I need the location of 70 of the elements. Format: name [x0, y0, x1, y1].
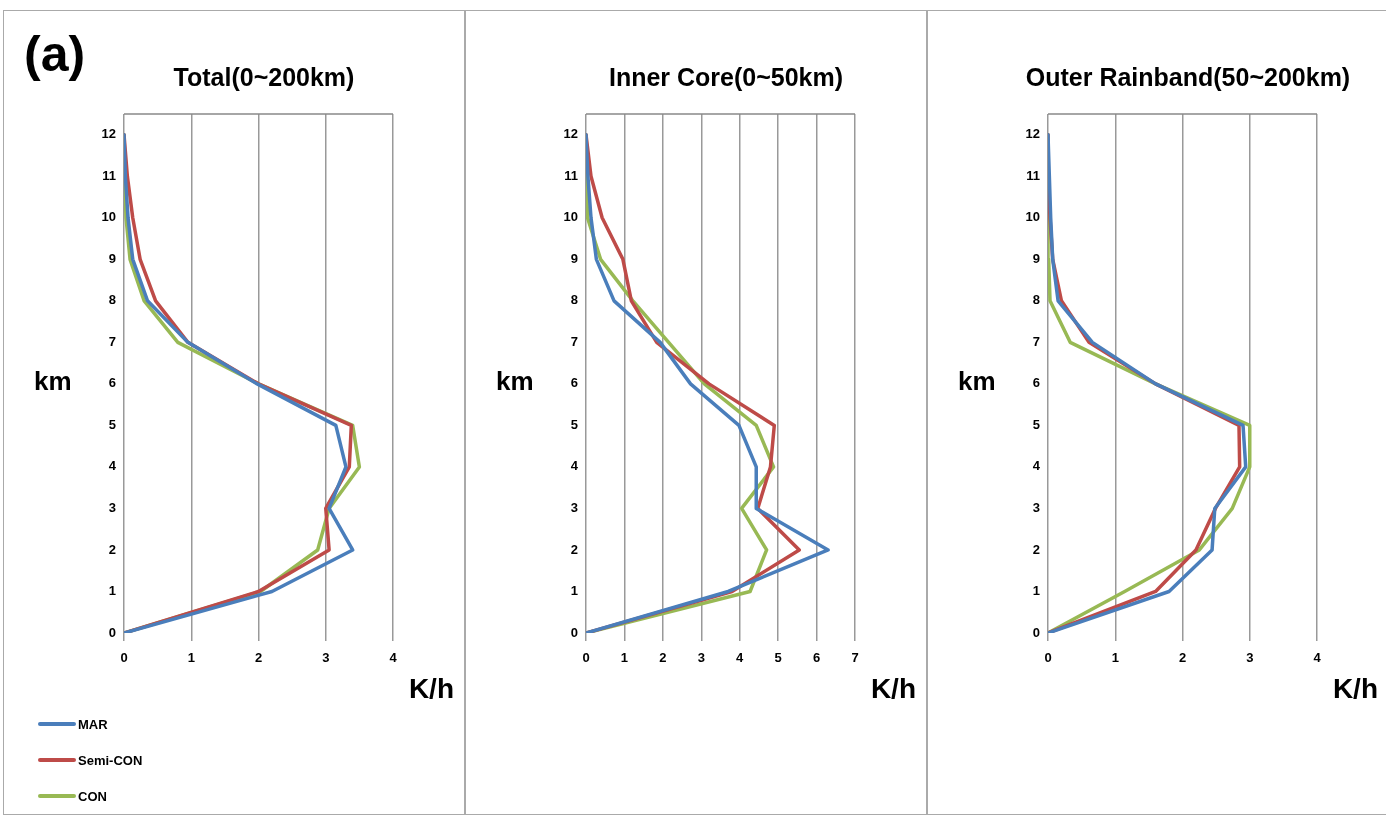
y-axis-title: km: [34, 366, 72, 397]
y-tick-label: 11: [564, 167, 578, 183]
legend-label: Semi-CON: [78, 752, 143, 768]
x-tick-label: 2: [659, 650, 667, 666]
y-tick-label: 2: [108, 541, 116, 557]
y-tick-label: 11: [102, 167, 116, 183]
x-tick-label: 5: [774, 650, 782, 666]
x-tick-label: 3: [1246, 650, 1254, 666]
y-tick-label: 12: [563, 126, 578, 142]
x-tick-label: 0: [582, 650, 590, 666]
y-tick-label: 8: [1032, 292, 1040, 308]
y-tick-label: 11: [1026, 167, 1040, 183]
x-tick-label: 0: [120, 650, 128, 666]
chart-title: Outer Rainband(50~200km): [1024, 63, 1352, 92]
y-tick-label: 9: [1032, 250, 1040, 266]
y-tick-label: 7: [570, 333, 578, 349]
x-axis-title: K/h: [870, 673, 916, 705]
y-tick-label: 5: [570, 416, 578, 432]
y-tick-label: 5: [1032, 416, 1040, 432]
legend-label: CON: [78, 788, 107, 804]
y-tick-label: 4: [1032, 458, 1041, 474]
y-tick-label: 0: [108, 624, 116, 640]
x-tick-label: 4: [1313, 650, 1322, 666]
y-tick-label: 8: [108, 292, 116, 308]
y-tick-label: 1: [1032, 583, 1040, 599]
x-tick-label: 1: [620, 650, 629, 666]
y-axis-title: km: [496, 366, 534, 397]
x-tick-label: 3: [697, 650, 705, 666]
x-tick-label: 7: [851, 650, 859, 666]
y-tick-label: 0: [570, 624, 578, 640]
y-tick-label: 3: [570, 500, 578, 516]
y-tick-label: 5: [108, 416, 116, 432]
x-tick-label: 3: [322, 650, 330, 666]
x-tick-label: 0: [1044, 650, 1052, 666]
y-axis-title: km: [958, 366, 996, 397]
x-tick-label: 1: [1111, 650, 1119, 666]
x-tick-label: 1: [187, 650, 195, 666]
y-tick-label: 9: [108, 250, 116, 266]
y-tick-label: 8: [570, 292, 578, 308]
y-tick-label: 4: [108, 458, 117, 474]
y-tick-label: 0: [1032, 624, 1040, 640]
x-axis-title: K/h: [408, 673, 454, 705]
y-tick-label: 2: [570, 541, 578, 557]
text: (a): [24, 25, 86, 83]
chart-title: Inner Core(0~50km): [607, 63, 845, 92]
y-tick-label: 9: [570, 250, 578, 266]
legend-label: MAR: [78, 716, 108, 732]
y-tick-label: 10: [563, 209, 578, 225]
y-tick-label: 3: [1032, 500, 1040, 516]
y-tick-label: 10: [1025, 209, 1040, 225]
y-tick-label: 6: [1032, 375, 1040, 391]
y-tick-label: 3: [108, 500, 116, 516]
y-tick-label: 4: [570, 458, 579, 474]
x-tick-label: 4: [736, 650, 745, 666]
y-tick-label: 10: [101, 209, 116, 225]
y-tick-label: 12: [101, 126, 116, 142]
y-tick-label: 6: [108, 375, 116, 391]
x-tick-label: 2: [1178, 650, 1187, 666]
chart-title: Total(0~200km): [173, 63, 355, 91]
y-tick-label: 12: [1025, 126, 1040, 142]
y-tick-label: 1: [108, 583, 116, 599]
x-tick-label: 4: [389, 650, 398, 666]
x-axis-title: K/h: [1332, 673, 1378, 705]
y-tick-label: 7: [1032, 333, 1040, 349]
y-tick-label: 2: [1032, 541, 1040, 557]
x-tick-label: 6: [812, 650, 821, 666]
y-tick-label: 1: [570, 583, 578, 599]
y-tick-label: 6: [570, 375, 578, 391]
x-tick-label: 2: [254, 650, 263, 666]
y-tick-label: 7: [108, 333, 116, 349]
